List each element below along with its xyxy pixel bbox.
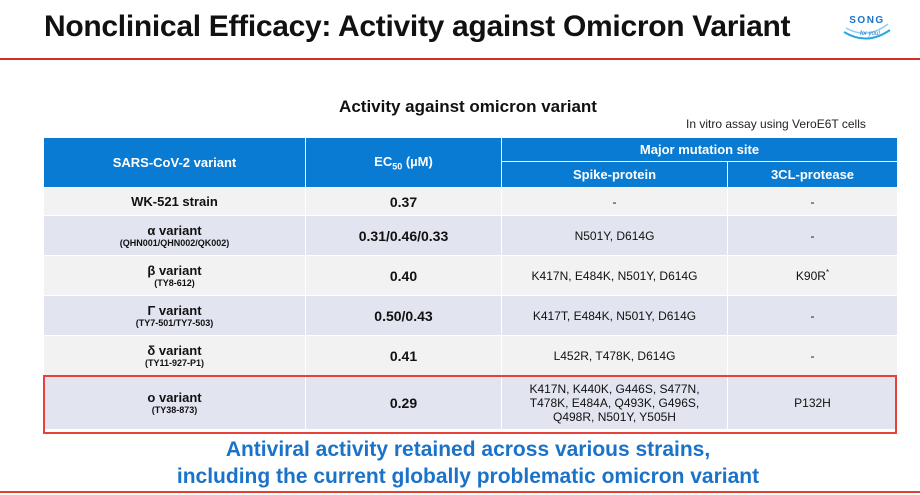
- spike-mutations: K417T, E484K, N501Y, D614G: [501, 295, 728, 336]
- table-row: α variant (QHN001/QHN002/QK002) 0.31/0.46…: [43, 215, 898, 256]
- song-logo-icon: SONG for you!: [843, 15, 891, 40]
- variant-name: o variant: [147, 389, 202, 405]
- protease-mutations: -: [727, 215, 898, 256]
- conclusion-text: Antiviral activity retained across vario…: [0, 436, 920, 490]
- protease-mutations: -: [727, 187, 898, 216]
- variant-name: Γ variant: [147, 302, 202, 318]
- protease-mutations: K90R*: [727, 255, 898, 296]
- protease-mutations: -: [727, 295, 898, 336]
- header-major-mutation: Major mutation site: [501, 137, 898, 162]
- footer-divider: [0, 491, 920, 493]
- spike-mutations: -: [501, 187, 728, 216]
- variant-code: (TY8-612): [154, 277, 195, 288]
- ec50-value: 0.41: [389, 347, 418, 364]
- variant-code: (TY11-927-P1): [144, 357, 205, 368]
- variant-name: β variant: [147, 262, 202, 278]
- variant-name: δ variant: [147, 342, 202, 358]
- table-row: WK-521 strain 0.37 - -: [43, 187, 898, 216]
- header-ec50: EC50 (µM): [305, 137, 502, 188]
- variant-code: (TY7-501/TY7-503): [135, 317, 214, 328]
- title-divider: [0, 58, 920, 60]
- table-row-omicron: o variant (TY38-873) 0.29 K417N, K440K, G…: [43, 375, 898, 430]
- variant-name: α variant: [147, 222, 202, 238]
- slide-title: Nonclinical Efficacy: Activity against O…: [44, 10, 791, 43]
- variant-code: (QHN001/QHN002/QK002): [119, 237, 230, 248]
- header-protease: 3CL-protease: [727, 161, 898, 188]
- spike-mutations: L452R, T478K, D614G: [501, 335, 728, 376]
- header-spike: Spike-protein: [501, 161, 728, 188]
- table-row: β variant (TY8-612) 0.40 K417N, E484K, N5…: [43, 255, 898, 296]
- assay-note: In vitro assay using VeroE6T cells: [686, 117, 866, 131]
- ec50-value: 0.31/0.46/0.33: [358, 227, 449, 244]
- logo-text-bottom: for you!: [860, 31, 880, 37]
- conclusion-line-2: including the current globally problemat…: [176, 465, 760, 488]
- efficacy-table: SARS-CoV-2 variant EC50 (µM) Major mutat…: [43, 137, 898, 430]
- variant-name: WK-521 strain: [131, 194, 218, 209]
- protease-mutations: P132H: [727, 375, 898, 430]
- spike-mutations: K417N, E484K, N501Y, D614G: [501, 255, 728, 296]
- table-row: Γ variant (TY7-501/TY7-503) 0.50/0.43 K41…: [43, 295, 898, 336]
- logo-text-top: SONG: [849, 15, 884, 26]
- header-variant: SARS-CoV-2 variant: [43, 137, 306, 188]
- table-row: δ variant (TY11-927-P1) 0.41 L452R, T478K…: [43, 335, 898, 376]
- spike-mutations: K417N, K440K, G446S, S477N, T478K, E484A…: [501, 375, 728, 430]
- ec50-value: 0.29: [389, 394, 418, 411]
- ec50-value: 0.40: [389, 267, 418, 284]
- table-title: Activity against omicron variant: [339, 97, 597, 116]
- ec50-value: 0.37: [389, 193, 418, 210]
- ec50-value: 0.50/0.43: [374, 307, 433, 324]
- variant-code: (TY38-873): [151, 404, 198, 415]
- protease-mutations: -: [727, 335, 898, 376]
- conclusion-line-1: Antiviral activity retained across vario…: [225, 438, 711, 461]
- spike-mutations: N501Y, D614G: [501, 215, 728, 256]
